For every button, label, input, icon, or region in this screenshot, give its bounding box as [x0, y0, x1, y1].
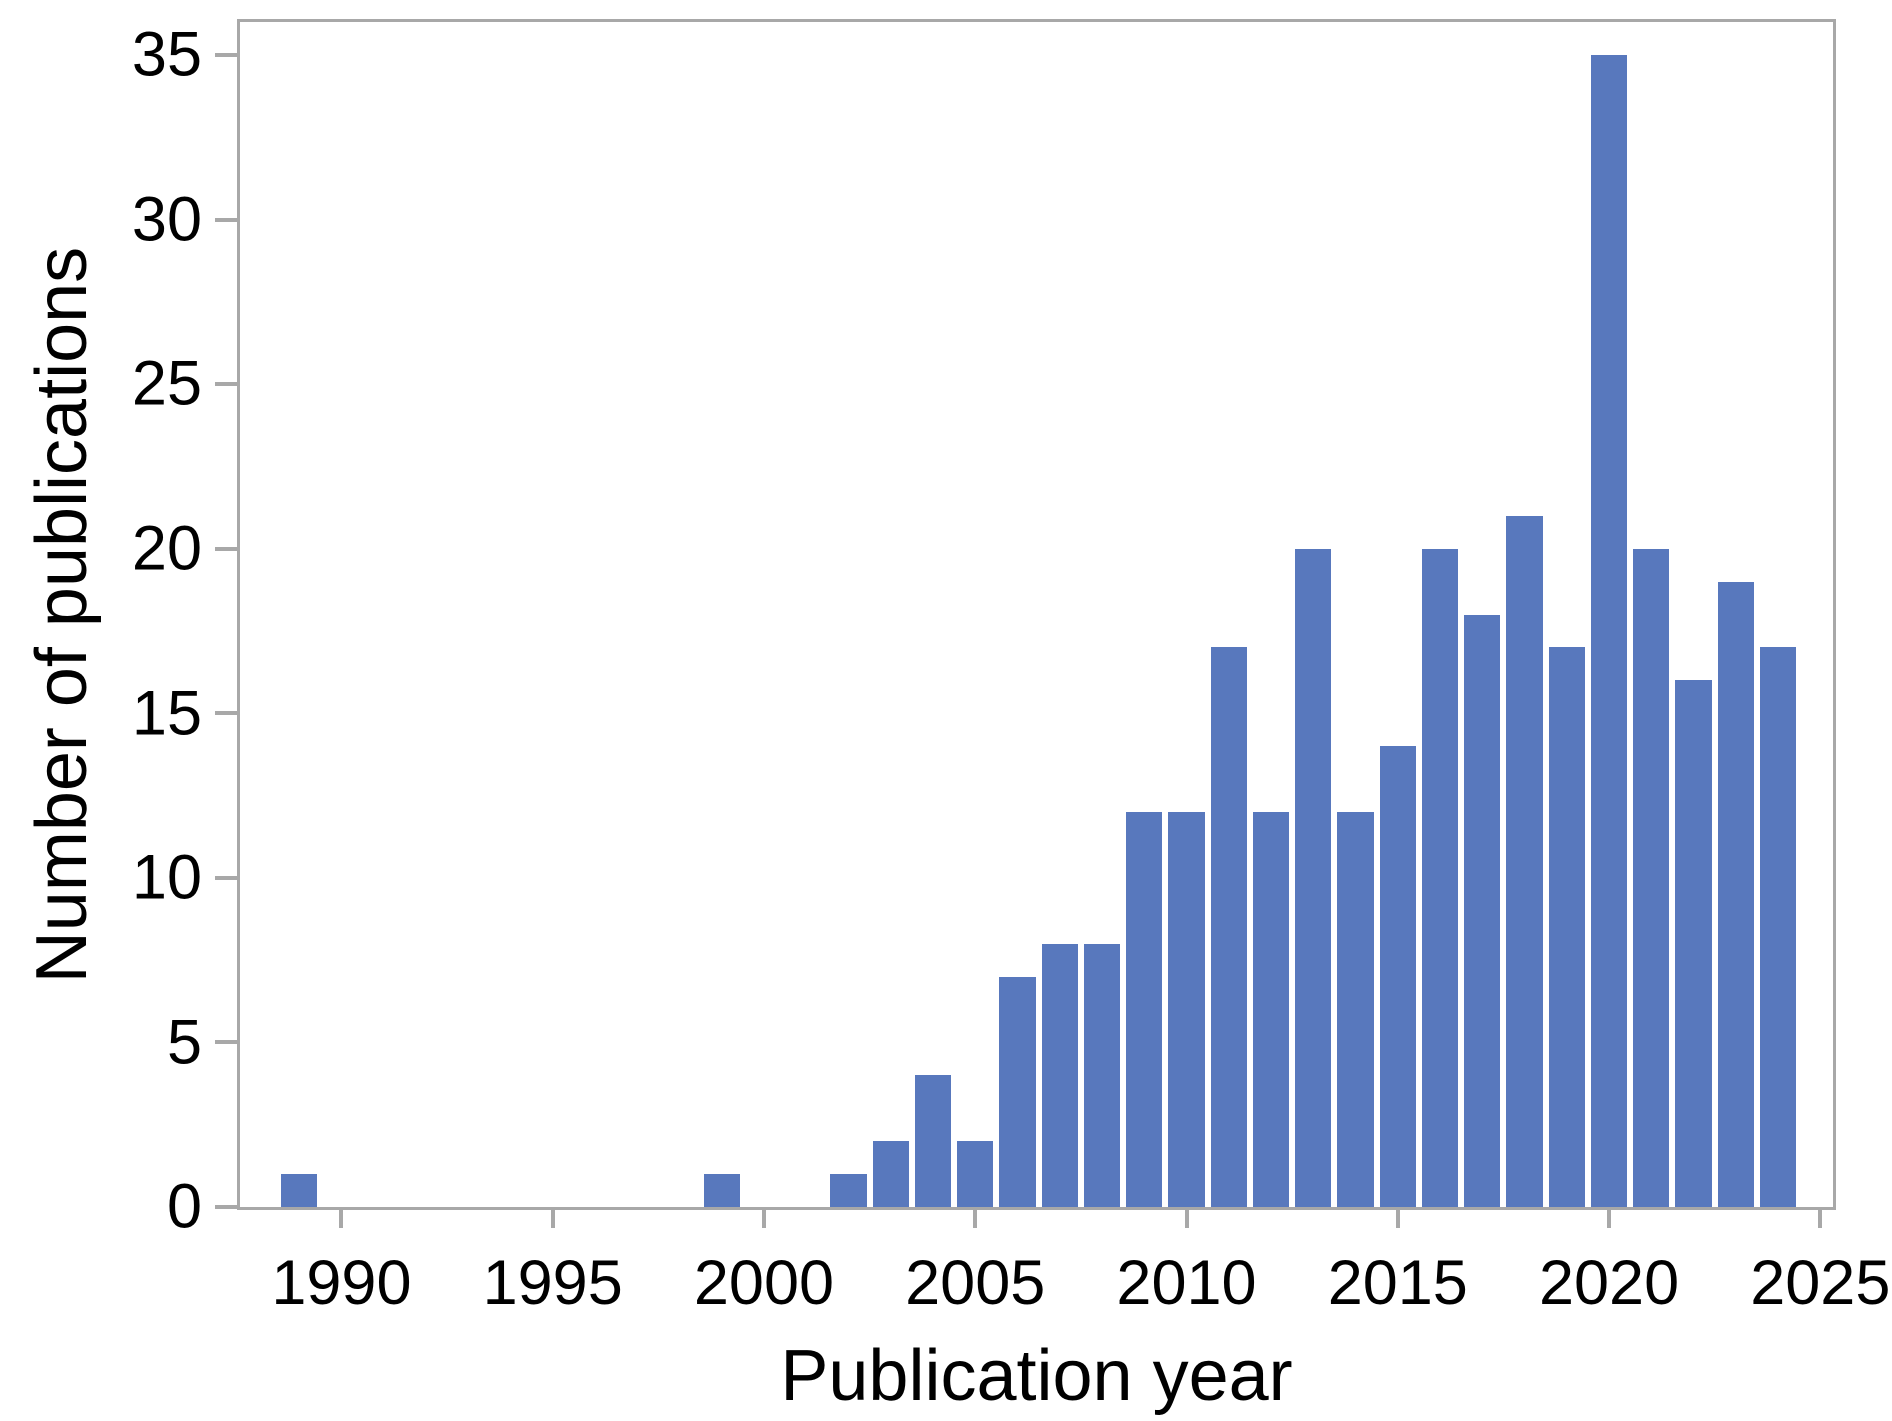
- x-tick-label-2005: 2005: [905, 1248, 1046, 1318]
- x-tick-2015: [1395, 1207, 1400, 1228]
- x-tick-label-1990: 1990: [271, 1248, 412, 1318]
- y-tick-35: [215, 52, 237, 57]
- bar-2019: [1548, 647, 1585, 1207]
- x-tick-label-2015: 2015: [1327, 1248, 1468, 1318]
- bar-2023: [1717, 581, 1754, 1207]
- y-tick-10: [215, 875, 237, 880]
- bar-2005: [957, 1141, 994, 1207]
- x-tick-2005: [973, 1207, 978, 1228]
- y-tick-label-5: 5: [166, 1007, 202, 1078]
- bar-2017: [1464, 614, 1501, 1207]
- x-tick-label-2000: 2000: [693, 1248, 835, 1318]
- x-tick-label-2025: 2025: [1750, 1248, 1891, 1318]
- bar-2007: [1041, 943, 1078, 1207]
- bar-2016: [1421, 548, 1459, 1207]
- bar-2011: [1210, 647, 1247, 1207]
- bar-2003: [872, 1141, 909, 1207]
- bar-2024: [1759, 647, 1797, 1207]
- x-tick-2000: [761, 1207, 766, 1228]
- x-tick-2025: [1818, 1207, 1823, 1228]
- x-axis-title: Publication year: [780, 1336, 1293, 1416]
- bar-2022: [1675, 680, 1712, 1207]
- y-tick-label-0: 0: [166, 1171, 202, 1242]
- y-tick-5: [215, 1040, 237, 1045]
- y-tick-label-15: 15: [131, 677, 202, 748]
- bar-2015: [1379, 746, 1416, 1207]
- x-tick-2020: [1607, 1207, 1612, 1228]
- bar-2014: [1337, 812, 1374, 1207]
- bar-2009: [1126, 812, 1163, 1207]
- y-tick-25: [215, 382, 237, 387]
- bar-2002: [830, 1174, 867, 1207]
- x-tick-1995: [550, 1207, 555, 1228]
- plot-area: Number of publications Publication year …: [22, 19, 1890, 1416]
- bar-2006: [999, 976, 1036, 1207]
- bar-2012: [1252, 812, 1290, 1207]
- y-tick-0: [215, 1205, 237, 1209]
- y-tick-15: [215, 711, 237, 716]
- bar-2008: [1083, 943, 1121, 1207]
- y-tick-20: [215, 546, 237, 551]
- x-tick-label-2020: 2020: [1538, 1248, 1680, 1318]
- x-tick-label-2010: 2010: [1116, 1248, 1257, 1318]
- bar-2021: [1633, 548, 1670, 1207]
- x-tick-label-1995: 1995: [482, 1248, 623, 1318]
- bar-2013: [1295, 548, 1332, 1207]
- y-tick-30: [215, 217, 237, 222]
- bar-1999: [703, 1174, 740, 1207]
- bar-1989: [280, 1174, 318, 1207]
- bar-2010: [1168, 812, 1205, 1207]
- x-tick-2010: [1184, 1207, 1189, 1228]
- bar-2018: [1506, 515, 1543, 1207]
- y-tick-label-35: 35: [131, 19, 202, 90]
- bar-2020: [1590, 54, 1628, 1207]
- y-tick-label-20: 20: [131, 513, 202, 584]
- y-tick-label-25: 25: [131, 348, 202, 419]
- bar-2004: [914, 1075, 952, 1207]
- y-tick-label-30: 30: [131, 184, 202, 255]
- y-tick-label-10: 10: [131, 842, 202, 913]
- x-tick-1990: [339, 1207, 344, 1228]
